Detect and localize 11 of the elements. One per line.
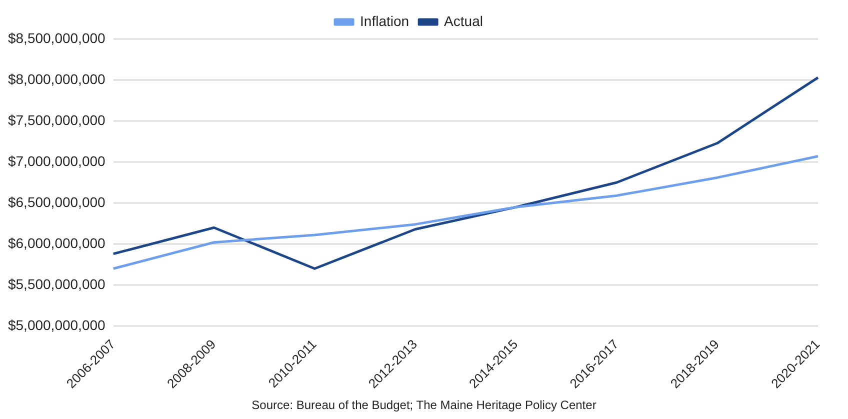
- y-tick-label: $8,000,000,000: [8, 70, 106, 87]
- y-tick-label: $5,500,000,000: [8, 276, 106, 292]
- legend-label: Inflation: [360, 12, 410, 29]
- y-tick-label: $8,500,000,000: [8, 30, 106, 46]
- legend-label: Actual: [444, 12, 483, 29]
- y-tick-label: $6,500,000,000: [8, 194, 106, 210]
- y-tick-label: $7,000,000,000: [8, 152, 106, 169]
- source-note: Source: Bureau of the Budget; The Maine Heritage Policy Center: [250, 398, 598, 412]
- y-tick-label: $6,000,000,000: [8, 234, 106, 251]
- y-tick-label: $7,500,000,000: [8, 112, 106, 128]
- y-tick-label: $5,000,000,000: [8, 316, 106, 333]
